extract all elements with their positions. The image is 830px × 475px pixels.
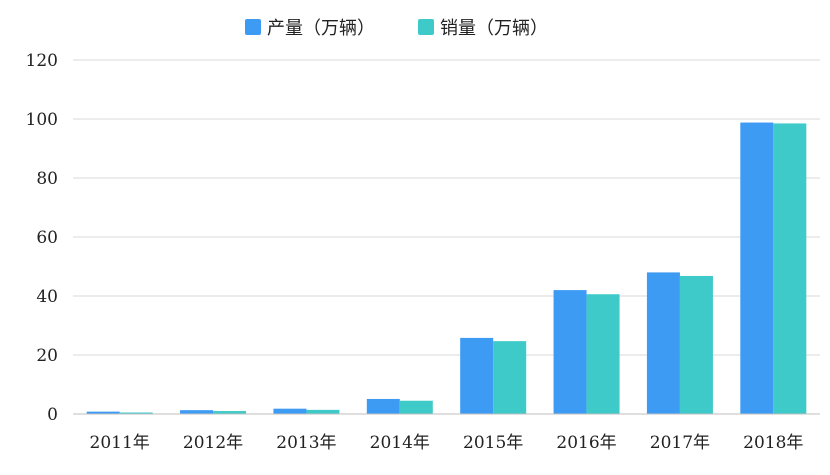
y-tick-label: 20 <box>36 346 58 366</box>
y-tick-label: 100 <box>26 110 58 130</box>
x-tick-label: 2011年 <box>90 433 150 453</box>
x-tick-label: 2013年 <box>276 433 336 453</box>
legend: 产量（万辆） 销量（万辆） <box>245 18 548 39</box>
bar-production <box>366 398 400 414</box>
x-tick-label: 2014年 <box>370 433 430 453</box>
bar-sales <box>773 123 807 415</box>
x-axis: 2011年 2012年 2013年 2014年 2015年 2016年 2017年 2018年 <box>73 413 820 453</box>
legend-label-production: 产量（万辆） <box>267 18 375 39</box>
bar-sales <box>213 411 247 414</box>
legend-swatch-sales <box>418 19 434 35</box>
y-tick-label: 60 <box>36 228 58 248</box>
bar-sales <box>679 275 713 414</box>
x-tick-label: 2016年 <box>556 433 616 453</box>
y-tick-label: 0 <box>47 405 58 425</box>
bar-production <box>553 290 587 414</box>
bar-production <box>273 408 307 414</box>
bar-sales <box>119 412 153 414</box>
bars <box>86 122 807 415</box>
legend-label-sales: 销量（万辆） <box>440 18 548 39</box>
x-tick-label: 2017年 <box>650 433 710 453</box>
bar-sales <box>399 400 433 414</box>
y-axis: 0 20 40 60 80 100 120 <box>26 51 58 425</box>
bar-production <box>740 122 774 414</box>
bar-production <box>180 410 214 414</box>
bar-sales <box>586 294 620 414</box>
x-tick-label: 2015年 <box>463 433 523 453</box>
y-tick-label: 80 <box>36 169 58 189</box>
bar-production <box>86 411 120 414</box>
bar-production <box>460 337 494 414</box>
x-tick-label: 2018年 <box>743 433 803 453</box>
bar-sales <box>493 341 527 414</box>
bar-production <box>646 272 680 414</box>
y-tick-label: 120 <box>26 51 58 71</box>
x-tick-label: 2012年 <box>183 433 243 453</box>
y-tick-label: 40 <box>36 287 58 307</box>
bar-sales <box>306 409 340 414</box>
legend-swatch-production <box>245 19 261 35</box>
